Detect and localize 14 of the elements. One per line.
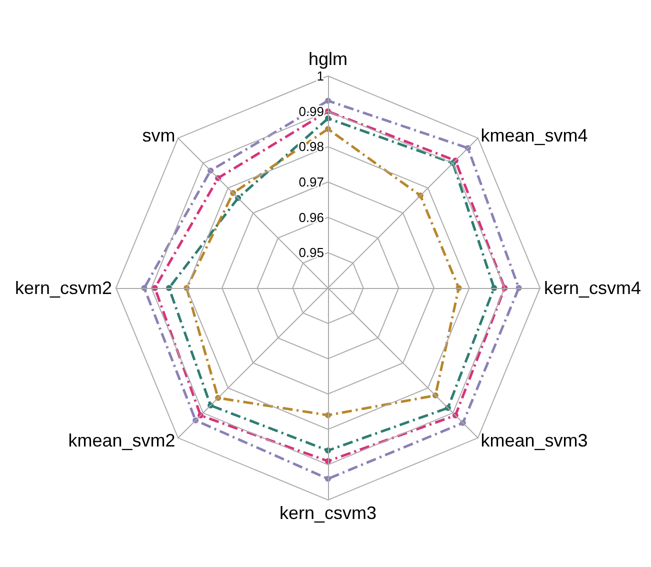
spoke-label: svm xyxy=(142,125,176,146)
y-tick-label: 0.98 xyxy=(298,139,324,154)
y-tick-label: 0.99 xyxy=(298,104,324,119)
spoke-label: kern_csvm4 xyxy=(544,278,642,298)
spoke-label: kmean_svm2 xyxy=(68,430,176,451)
y-tick-label: 0.96 xyxy=(298,210,324,225)
y-tick-label: 0.97 xyxy=(298,174,324,190)
y-tick-label: 1 xyxy=(316,68,324,84)
y-tick-label: 0.95 xyxy=(298,245,324,260)
spoke-label: kmean_svm3 xyxy=(480,430,588,451)
spoke-label: kmean_svm4 xyxy=(480,125,588,146)
spoke-label: kern_csvm3 xyxy=(279,503,377,523)
spoke-label: kern_csvm2 xyxy=(14,278,112,298)
spoke-label: hglm xyxy=(308,49,348,70)
